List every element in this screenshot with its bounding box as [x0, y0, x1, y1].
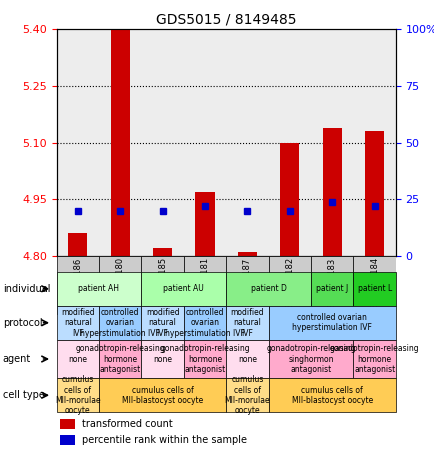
Text: controlled
ovarian
hyperstimulation IVF: controlled ovarian hyperstimulation IVF — [80, 308, 160, 337]
Bar — [226, 378, 268, 412]
Text: controlled ovarian
hyperstimulation IVF: controlled ovarian hyperstimulation IVF — [292, 313, 372, 333]
Bar — [310, 272, 352, 306]
Bar — [352, 272, 395, 306]
Bar — [226, 29, 268, 256]
Bar — [352, 340, 395, 378]
Text: modified
natural
IVF: modified natural IVF — [61, 308, 94, 337]
Bar — [141, 256, 184, 315]
Bar — [60, 435, 75, 445]
Bar — [226, 340, 268, 378]
Text: patient AU: patient AU — [163, 284, 204, 293]
Text: protocol: protocol — [3, 318, 43, 328]
Bar — [141, 340, 183, 378]
Bar — [268, 306, 395, 340]
Text: individual: individual — [3, 284, 50, 294]
Bar — [141, 306, 183, 340]
Bar — [322, 128, 341, 256]
Bar — [56, 306, 99, 340]
Bar — [56, 256, 99, 315]
Text: modified
natural
IVF: modified natural IVF — [230, 308, 263, 337]
Bar — [99, 340, 141, 378]
Bar — [141, 29, 184, 256]
Text: none: none — [153, 355, 172, 363]
Text: cumulus cells of
MII-blastocyst oocyte: cumulus cells of MII-blastocyst oocyte — [122, 386, 203, 405]
Text: GSM1068185: GSM1068185 — [158, 257, 167, 313]
Bar — [56, 272, 141, 306]
Text: cumulus
cells of
MII-morulae
oocyte: cumulus cells of MII-morulae oocyte — [224, 375, 270, 415]
Bar — [183, 306, 226, 340]
Text: gonadotropin-releasing
singhormon
antagonist: gonadotropin-releasing singhormon antago… — [266, 344, 355, 374]
Text: GSM1068182: GSM1068182 — [285, 257, 294, 313]
Text: patient AH: patient AH — [78, 284, 119, 293]
Bar — [268, 378, 395, 412]
Text: gonadotropin-releasing
hormone
antagonist: gonadotropin-releasing hormone antagonis… — [75, 344, 164, 374]
Text: patient L: patient L — [357, 284, 391, 293]
Text: percentile rank within the sample: percentile rank within the sample — [82, 435, 247, 445]
Bar — [110, 29, 129, 256]
Bar — [226, 256, 268, 315]
Bar — [310, 256, 353, 315]
Bar — [99, 306, 141, 340]
Bar — [99, 29, 141, 256]
Text: agent: agent — [3, 354, 31, 364]
Text: cell type: cell type — [3, 390, 45, 400]
Bar — [183, 340, 226, 378]
Bar — [268, 29, 310, 256]
Bar — [310, 29, 353, 256]
Text: transformed count: transformed count — [82, 419, 173, 429]
Bar — [60, 419, 75, 429]
Bar — [353, 29, 395, 256]
Bar — [56, 340, 99, 378]
Bar — [183, 256, 226, 315]
Text: gonadotropin-releasing
hormone
antagonist: gonadotropin-releasing hormone antagonis… — [160, 344, 249, 374]
Text: GSM1068180: GSM1068180 — [115, 257, 125, 313]
Text: none: none — [68, 355, 87, 363]
Text: none: none — [237, 355, 256, 363]
Text: cumulus cells of
MII-blastocyst oocyte: cumulus cells of MII-blastocyst oocyte — [291, 386, 372, 405]
Text: controlled
ovarian
hyperstimulation IVF: controlled ovarian hyperstimulation IVF — [164, 308, 244, 337]
Text: cumulus
cells of
MII-morulae
oocyte: cumulus cells of MII-morulae oocyte — [55, 375, 100, 415]
Bar — [153, 248, 172, 256]
Text: GSM1068183: GSM1068183 — [327, 257, 336, 313]
Bar — [195, 192, 214, 256]
Text: GSM1068187: GSM1068187 — [242, 257, 251, 313]
Bar — [237, 252, 256, 256]
Bar — [353, 256, 395, 315]
Text: patient J: patient J — [316, 284, 348, 293]
Text: GSM1068184: GSM1068184 — [369, 257, 378, 313]
Text: patient D: patient D — [250, 284, 286, 293]
Bar — [279, 143, 299, 256]
Text: gonadotropin-releasing
hormone
antagonist: gonadotropin-releasing hormone antagonis… — [329, 344, 418, 374]
Text: modified
natural
IVF: modified natural IVF — [145, 308, 179, 337]
Bar — [268, 340, 352, 378]
Bar — [56, 29, 99, 256]
Bar — [268, 256, 310, 315]
Bar — [141, 272, 226, 306]
Bar — [226, 272, 310, 306]
Text: GSM1068186: GSM1068186 — [73, 257, 82, 313]
Bar — [68, 233, 87, 256]
Bar — [99, 378, 226, 412]
Bar — [99, 256, 141, 315]
Bar — [183, 29, 226, 256]
Bar — [226, 306, 268, 340]
Title: GDS5015 / 8149485: GDS5015 / 8149485 — [156, 13, 296, 27]
Text: GSM1068181: GSM1068181 — [200, 257, 209, 313]
Bar — [56, 378, 99, 412]
Bar — [364, 131, 383, 256]
